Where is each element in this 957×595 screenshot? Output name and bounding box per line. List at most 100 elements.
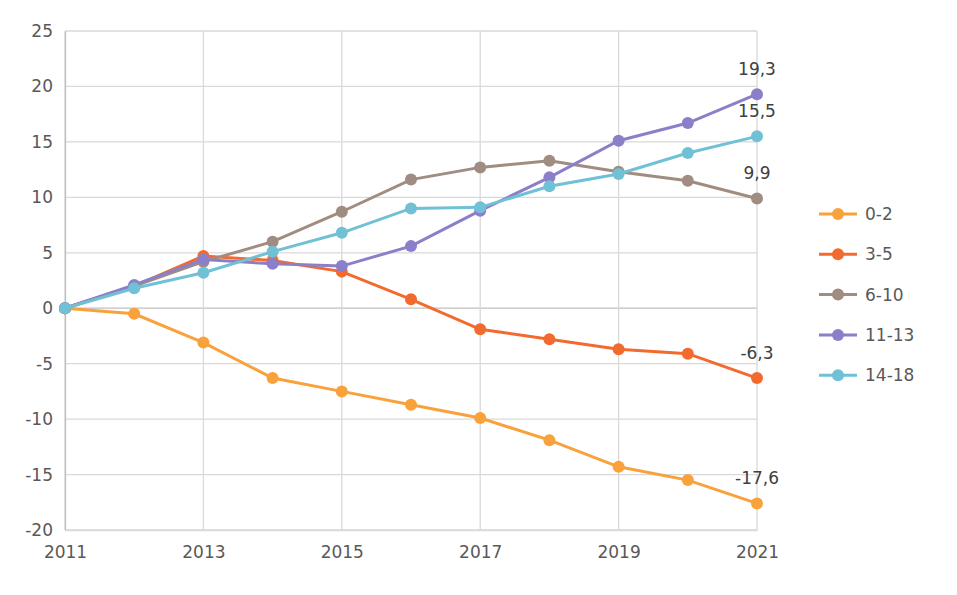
legend-label: 11-13 — [865, 325, 914, 345]
tick-label: 2021 — [736, 542, 779, 562]
series-area — [59, 88, 763, 509]
grid-line — [65, 30, 757, 31]
tick-label: 25 — [31, 21, 53, 41]
point — [197, 267, 209, 279]
tick-label: -5 — [36, 354, 53, 374]
tick-label: 2019 — [597, 542, 640, 562]
point — [543, 333, 555, 345]
chart: -20-15-10-505101520252011201320152017201… — [0, 0, 957, 595]
legend-marker — [832, 248, 844, 260]
tick: -20 — [25, 520, 65, 540]
point — [267, 246, 279, 258]
point — [128, 282, 140, 294]
point — [682, 147, 694, 159]
point — [751, 130, 763, 142]
point — [405, 293, 417, 305]
grid-line — [65, 141, 757, 142]
legend-label: 6-10 — [865, 285, 904, 305]
legend-marker — [832, 208, 844, 220]
point — [682, 474, 694, 486]
point — [751, 88, 763, 100]
legend-label: 3-5 — [865, 244, 893, 264]
grid-line — [65, 418, 757, 419]
point — [267, 372, 279, 384]
grid-line — [480, 31, 481, 530]
point — [336, 206, 348, 218]
legend-item: 6-10 — [819, 285, 904, 305]
point — [682, 117, 694, 129]
tick: 2019 — [597, 530, 640, 562]
point — [59, 302, 71, 314]
grid-line — [65, 363, 757, 364]
series-line — [65, 94, 757, 308]
grid-line — [64, 31, 65, 530]
tick-label: 2013 — [182, 542, 225, 562]
point — [751, 372, 763, 384]
point — [751, 497, 763, 509]
tick: -5 — [36, 354, 65, 374]
point — [405, 240, 417, 252]
point — [474, 201, 486, 213]
point — [405, 174, 417, 186]
series-group — [59, 88, 763, 509]
tick-label: 15 — [31, 132, 53, 152]
point — [543, 180, 555, 192]
legend-item: 0-2 — [819, 204, 893, 224]
data-labels: -17,6-6,39,919,315,5 — [735, 59, 779, 488]
legend-item: 3-5 — [819, 244, 893, 264]
legend-marker — [832, 289, 844, 301]
grid-line — [65, 529, 757, 530]
tick: 5 — [42, 243, 65, 263]
point — [474, 161, 486, 173]
tick: 2013 — [182, 530, 225, 562]
point — [474, 412, 486, 424]
tick: 2015 — [321, 530, 364, 562]
tick-label: -15 — [25, 464, 53, 484]
tick-label: 20 — [31, 76, 53, 96]
point — [197, 253, 209, 265]
legend-label: 0-2 — [865, 204, 893, 224]
point — [682, 348, 694, 360]
tick: -10 — [25, 409, 65, 429]
series-line — [65, 308, 757, 503]
point — [613, 461, 625, 473]
tick-label: 2015 — [321, 542, 364, 562]
grid-line — [65, 252, 757, 253]
tick: 15 — [31, 132, 65, 152]
legend-marker — [832, 329, 844, 341]
data-label: -6,3 — [740, 343, 773, 363]
tick: 2021 — [736, 530, 779, 562]
point — [751, 192, 763, 204]
legend: 0-23-56-1011-1314-18 — [819, 204, 914, 385]
grid-line — [65, 308, 757, 309]
tick: 25 — [31, 21, 65, 41]
point — [405, 399, 417, 411]
tick: 2011 — [44, 530, 87, 562]
point — [59, 302, 71, 314]
tick-label: 5 — [42, 243, 53, 263]
point — [336, 227, 348, 239]
point — [405, 202, 417, 214]
grid-line — [65, 197, 757, 198]
data-label: 15,5 — [738, 101, 776, 121]
point — [59, 302, 71, 314]
legend-item: 11-13 — [819, 325, 914, 345]
legend-marker — [832, 369, 844, 381]
point — [336, 260, 348, 272]
point — [197, 337, 209, 349]
tick-label: 0 — [42, 298, 53, 318]
tick-label: 10 — [31, 187, 53, 207]
series-line — [65, 136, 757, 308]
point — [682, 175, 694, 187]
tick-label: -20 — [25, 520, 53, 540]
tick-label: 2011 — [44, 542, 87, 562]
series-line — [65, 161, 757, 308]
grid-line — [341, 31, 342, 530]
point — [59, 302, 71, 314]
grid-line — [618, 31, 619, 530]
grid-line — [203, 31, 204, 530]
plot: -20-15-10-505101520252011201320152017201… — [25, 21, 779, 562]
point — [336, 385, 348, 397]
axis-line — [66, 530, 758, 531]
point — [267, 258, 279, 270]
